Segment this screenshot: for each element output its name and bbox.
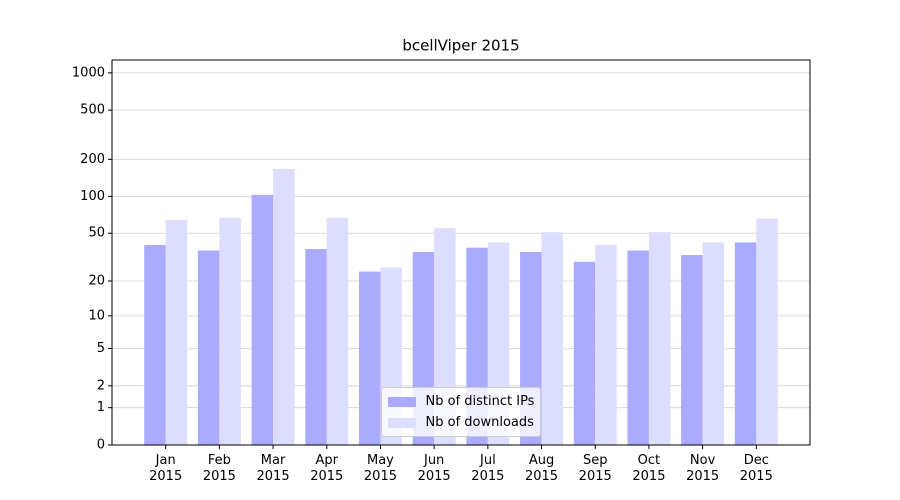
x-tick-label: Jun 2015 xyxy=(417,453,451,484)
bar xyxy=(197,250,220,445)
bar xyxy=(251,194,274,445)
legend-item: Nb of distinct IPs xyxy=(387,391,535,412)
y-tick-label: 2 xyxy=(97,378,105,393)
y-tick-label: 500 xyxy=(80,103,105,118)
bar xyxy=(681,255,703,445)
bar xyxy=(305,249,327,445)
bar xyxy=(648,232,671,445)
x-tick-label: Apr 2015 xyxy=(310,453,344,484)
bar xyxy=(165,220,188,445)
bar xyxy=(756,218,778,445)
y-tick-label: 0 xyxy=(97,438,105,453)
y-tick-label: 200 xyxy=(80,152,105,167)
bar xyxy=(734,242,757,445)
legend: Nb of distinct IPs Nb of downloads xyxy=(380,387,542,437)
x-tick-label: May 2015 xyxy=(363,453,397,484)
bar xyxy=(573,261,596,445)
bar xyxy=(541,232,564,445)
bar xyxy=(627,250,649,445)
x-tick-label: Sep 2015 xyxy=(578,453,612,484)
x-tick-label: Feb 2015 xyxy=(202,453,236,484)
x-tick-label: Aug 2015 xyxy=(524,453,559,484)
x-tick-label: Dec 2015 xyxy=(739,453,773,484)
y-tick-label: 50 xyxy=(88,226,105,241)
y-tick-label: 1000 xyxy=(72,65,105,80)
legend-label: Nb of distinct IPs xyxy=(425,394,535,409)
x-tick-label: Mar 2015 xyxy=(256,453,290,484)
y-tick-label: 5 xyxy=(97,341,105,356)
bar xyxy=(219,217,241,445)
y-tick-label: 20 xyxy=(88,274,105,289)
y-tick-label: 10 xyxy=(88,308,105,323)
bar xyxy=(358,271,381,445)
chart-title: bcellViper 2015 xyxy=(402,37,519,55)
legend-item: Nb of downloads xyxy=(387,412,535,433)
plot-frame xyxy=(111,59,811,446)
bar xyxy=(144,244,166,445)
y-tick-label: 100 xyxy=(80,189,105,204)
x-tick-label: Jan 2015 xyxy=(149,453,183,484)
y-tick-label: 1 xyxy=(97,400,105,415)
bar xyxy=(273,169,295,445)
legend-swatch xyxy=(387,396,416,407)
bar xyxy=(595,244,617,445)
legend-swatch xyxy=(387,417,416,428)
bar xyxy=(702,242,725,445)
bar xyxy=(326,217,349,445)
x-tick-label: Nov 2015 xyxy=(686,453,720,484)
legend-label: Nb of downloads xyxy=(425,415,534,430)
x-tick-label: Oct 2015 xyxy=(632,453,666,484)
x-tick-label: Jul 2015 xyxy=(471,453,505,484)
